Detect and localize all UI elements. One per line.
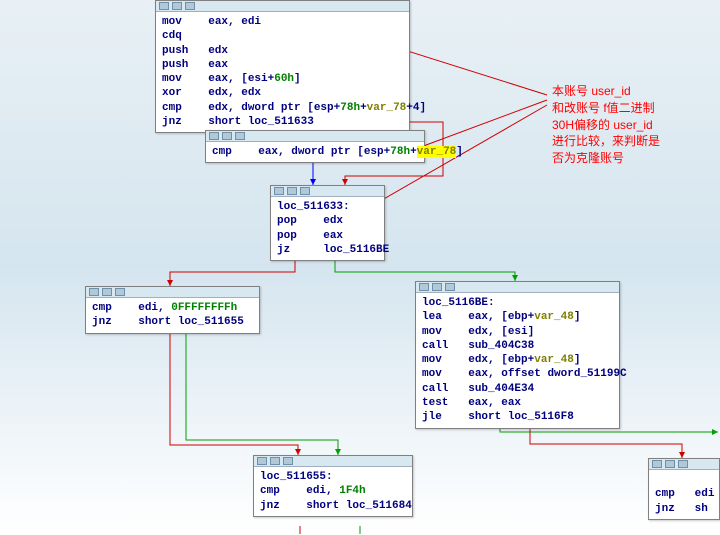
header-icon bbox=[652, 460, 662, 468]
header-icon bbox=[222, 132, 232, 140]
node-body: cmp eax, dword ptr [esp+78h+var_78] bbox=[206, 142, 424, 162]
header-icon bbox=[270, 457, 280, 465]
node-header bbox=[254, 456, 412, 467]
header-icon bbox=[209, 132, 219, 140]
node-body: loc_511655: cmp edi, 1F4h jnz short loc_… bbox=[254, 467, 412, 516]
node-header bbox=[156, 1, 409, 12]
disasm-node-n1[interactable]: mov eax, edi cdq push edx push eax mov e… bbox=[155, 0, 410, 133]
disasm-node-n5[interactable]: loc_5116BE: lea eax, [ebp+var_48] mov ed… bbox=[415, 281, 620, 429]
header-icon bbox=[235, 132, 245, 140]
node-body: loc_5116BE: lea eax, [ebp+var_48] mov ed… bbox=[416, 293, 619, 428]
header-icon bbox=[432, 283, 442, 291]
edge-n4-n6 bbox=[170, 331, 298, 455]
edge-n3-n5 bbox=[335, 261, 515, 281]
annotation-text: 本账号 user_id 和改账号 f值二进制 30H偏移的 user_id 进行… bbox=[552, 83, 660, 167]
header-icon bbox=[678, 460, 688, 468]
disasm-node-n4[interactable]: cmp edi, 0FFFFFFFFh jnz short loc_511655 bbox=[85, 286, 260, 334]
node-header bbox=[416, 282, 619, 293]
header-icon bbox=[172, 2, 182, 10]
node-header bbox=[86, 287, 259, 298]
header-icon bbox=[419, 283, 429, 291]
disasm-node-n6[interactable]: loc_511655: cmp edi, 1F4h jnz short loc_… bbox=[253, 455, 413, 517]
header-icon bbox=[665, 460, 675, 468]
disasm-node-n2[interactable]: cmp eax, dword ptr [esp+78h+var_78] bbox=[205, 130, 425, 163]
node-header bbox=[206, 131, 424, 142]
node-header bbox=[649, 459, 719, 470]
edge-n3-n4 bbox=[170, 261, 295, 286]
header-icon bbox=[115, 288, 125, 296]
header-icon bbox=[89, 288, 99, 296]
header-icon bbox=[102, 288, 112, 296]
header-icon bbox=[274, 187, 284, 195]
edge-n4-n6b bbox=[186, 331, 338, 455]
node-body: loc_511633: pop edx pop eax jz loc_5116B… bbox=[271, 197, 384, 260]
header-icon bbox=[185, 2, 195, 10]
node-header bbox=[271, 186, 384, 197]
disasm-node-n3[interactable]: loc_511633: pop edx pop eax jz loc_5116B… bbox=[270, 185, 385, 261]
disasm-node-n7[interactable]: cmp edi jnz sh bbox=[648, 458, 720, 520]
node-body: cmp edi, 0FFFFFFFFh jnz short loc_511655 bbox=[86, 298, 259, 333]
edge-anno-n2 bbox=[418, 100, 547, 148]
header-icon bbox=[287, 187, 297, 195]
node-body: mov eax, edi cdq push edx push eax mov e… bbox=[156, 12, 409, 132]
header-icon bbox=[283, 457, 293, 465]
header-icon bbox=[257, 457, 267, 465]
node-body: cmp edi jnz sh bbox=[649, 470, 719, 519]
header-icon bbox=[159, 2, 169, 10]
header-icon bbox=[445, 283, 455, 291]
header-icon bbox=[300, 187, 310, 195]
